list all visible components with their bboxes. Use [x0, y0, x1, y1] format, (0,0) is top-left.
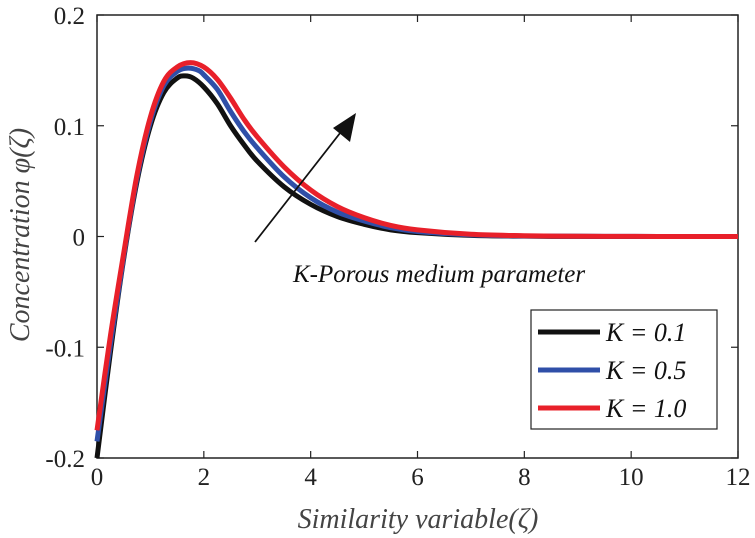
x-axis-label: Similarity variable(ζ) — [298, 504, 539, 535]
annotation-text: K-Porous medium parameter — [292, 261, 585, 288]
x-axis-ticks: 0 2 4 6 8 10 12 — [91, 15, 751, 491]
y-tick-label: -0.1 — [45, 335, 85, 362]
legend: K = 0.1 K = 0.5 K = 1.0 — [530, 309, 718, 430]
y-tick-label: -0.2 — [45, 446, 85, 473]
y-tick-label: 0 — [73, 225, 86, 252]
series-line-k-1-0 — [94, 60, 739, 431]
legend-label: K = 0.1 — [605, 318, 686, 347]
legend-label: K = 1.0 — [605, 394, 686, 423]
x-tick-label: 4 — [304, 464, 317, 491]
x-tick-label: 8 — [518, 464, 531, 491]
y-tick-label: 0.2 — [54, 3, 85, 30]
annotation-arrow — [254, 113, 356, 243]
x-tick-label: 0 — [91, 464, 104, 491]
x-tick-label: 2 — [198, 464, 211, 491]
x-tick-label: 12 — [726, 464, 751, 491]
x-tick-label: 10 — [619, 464, 644, 491]
legend-label: K = 0.5 — [605, 356, 686, 385]
y-axis-label: Concentration φ(ζ) — [5, 128, 36, 342]
y-axis-ticks: -0.2 -0.1 0 0.1 0.2 — [45, 3, 738, 473]
x-tick-label: 6 — [411, 464, 424, 491]
series-lines — [94, 60, 739, 459]
y-tick-label: 0.1 — [54, 114, 85, 141]
